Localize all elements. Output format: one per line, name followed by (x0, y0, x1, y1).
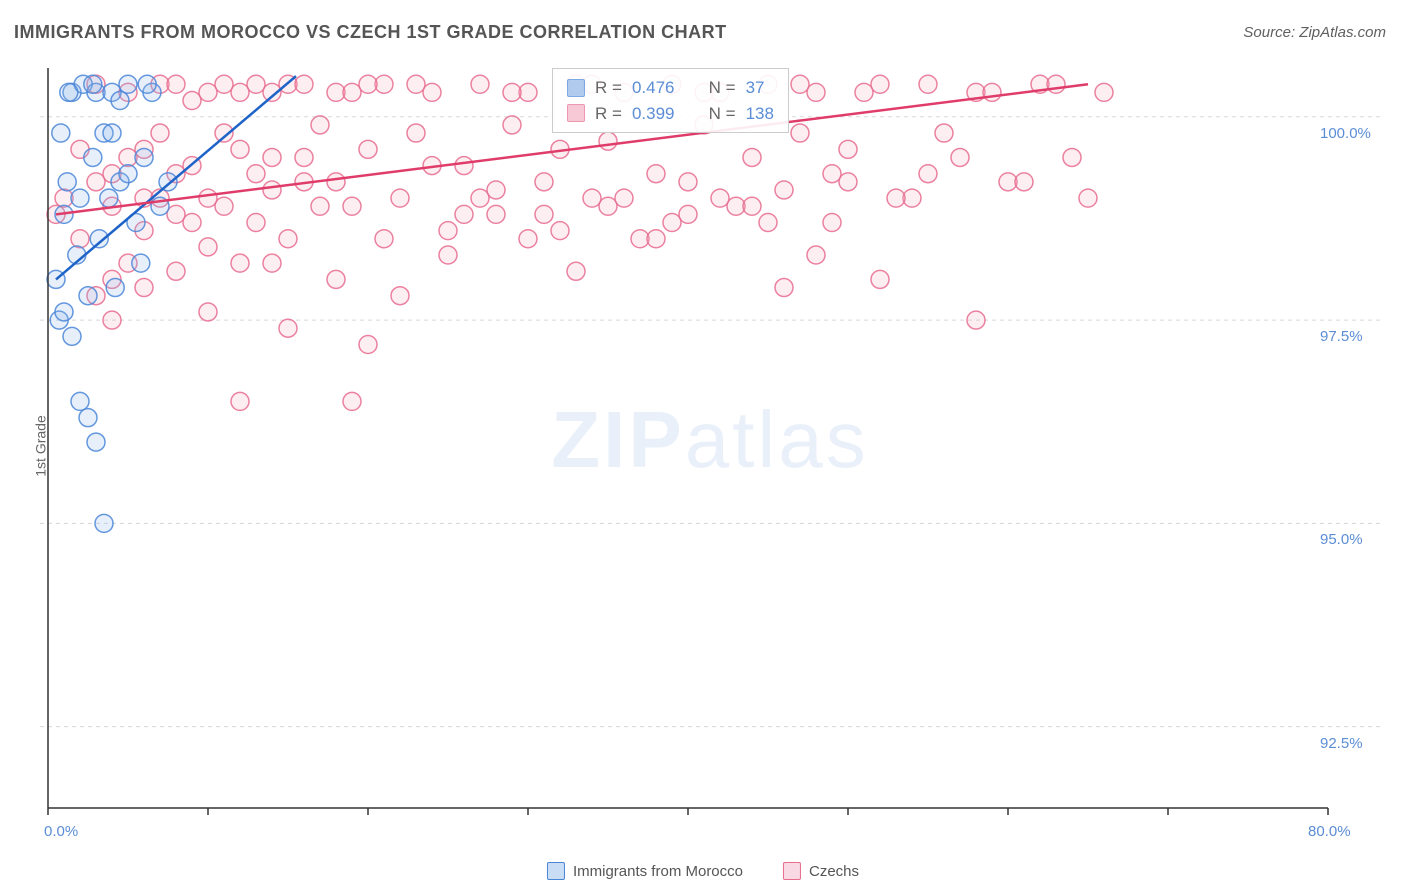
legend-item: Czechs (783, 862, 859, 880)
y-tick-label: 100.0% (1320, 125, 1371, 142)
stats-swatch (567, 79, 585, 97)
source-attribution: Source: ZipAtlas.com (1243, 24, 1386, 41)
legend-swatch (547, 862, 565, 880)
stats-legend-box: R = 0.476 N = 37R = 0.399 N = 138 (552, 68, 789, 133)
y-tick-label: 92.5% (1320, 735, 1363, 752)
plot-area: ZIPatlas (40, 60, 1380, 820)
bottom-legend: Immigrants from Morocco Czechs (547, 862, 859, 880)
x-axis-min-label: 0.0% (44, 823, 78, 840)
legend-label: Immigrants from Morocco (573, 863, 743, 880)
source-link[interactable]: ZipAtlas.com (1299, 24, 1386, 41)
chart-svg (40, 60, 1380, 820)
chart-title: IMMIGRANTS FROM MOROCCO VS CZECH 1ST GRA… (14, 22, 727, 43)
y-tick-label: 97.5% (1320, 328, 1363, 345)
legend-item: Immigrants from Morocco (547, 862, 743, 880)
stats-row: R = 0.476 N = 37 (567, 75, 774, 101)
legend-label: Czechs (809, 863, 859, 880)
stats-row: R = 0.399 N = 138 (567, 101, 774, 127)
legend-swatch (783, 862, 801, 880)
source-label: Source: (1243, 24, 1299, 41)
stats-swatch (567, 104, 585, 122)
x-axis-max-label: 80.0% (1308, 823, 1351, 840)
y-tick-label: 95.0% (1320, 531, 1363, 548)
